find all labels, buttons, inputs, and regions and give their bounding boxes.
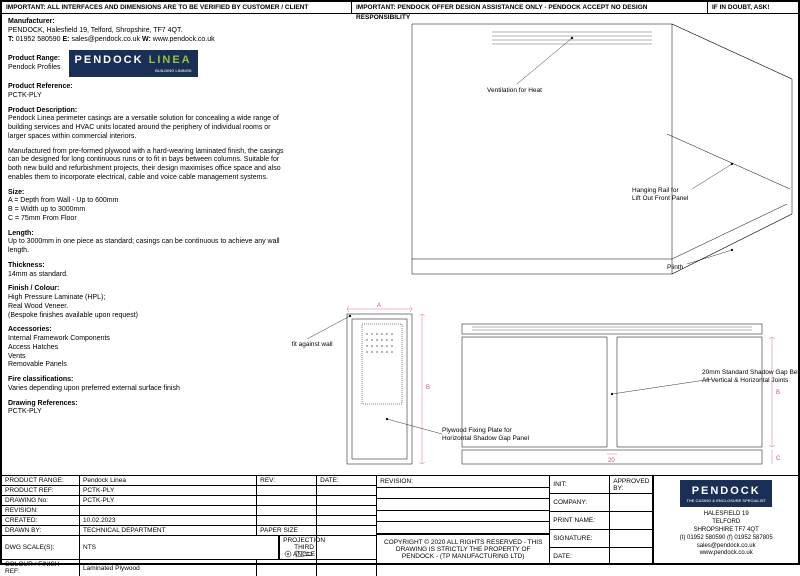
titleblock-right: INIT:APPROVED BY: COMPANY: PRINT NAME: S… xyxy=(550,476,653,565)
pendock-logo: PENDOCK THE CASING & ENCLOSURE SPECIALIS… xyxy=(680,480,772,507)
fin-heading: Finish / Colour: xyxy=(8,285,59,292)
anno-cchannel: C Channel to fit against wall xyxy=(292,341,333,348)
title-block: PRODUCT RANGE:Pendock LineaREV:DATE: PRO… xyxy=(2,475,798,565)
dim-20: 20 xyxy=(608,458,615,464)
acc-heading: Accessories: xyxy=(8,326,52,333)
anno-shadow: 20mm Standard Shadow Gap BetweenAll Vert… xyxy=(702,369,798,384)
desc-heading: Product Description: xyxy=(8,107,77,114)
range-heading: Product Range: xyxy=(8,55,60,62)
mfr-addr: PENDOCK, Halesfield 19, Telford, Shropsh… xyxy=(8,27,182,34)
spec-column: Manufacturer: PENDOCK, Halesfield 19, Te… xyxy=(2,14,292,475)
projection-symbol: PROJECTION THIRD ANGLE xyxy=(279,536,317,559)
mfr-heading: Manufacturer: xyxy=(8,18,55,25)
desc-p1: Pendock Linea perimeter casings are a ve… xyxy=(8,115,279,140)
pendock-linea-logo: PENDOCK LINEA BUILDING LININGS xyxy=(69,50,198,77)
titleblock-left: PRODUCT RANGE:Pendock LineaREV:DATE: PRO… xyxy=(2,476,377,565)
anno-vent: Ventilation for Heat xyxy=(487,87,542,94)
drawing-area: Ventilation for Heat Hanging Rail forLif… xyxy=(292,14,798,475)
copyright-text: COPYRIGHT © 2020 ALL RIGHTS RESERVED - T… xyxy=(377,534,550,566)
range-value: Pendock Profiles xyxy=(8,64,61,71)
titleblock-mid: REVISION: COPYRIGHT © 2020 ALL RIGHTS RE… xyxy=(377,476,550,565)
len-heading: Length: xyxy=(8,230,34,237)
thk-heading: Thickness: xyxy=(8,262,45,269)
technical-drawing-svg: Ventilation for Heat Hanging Rail forLif… xyxy=(292,14,798,475)
anno-plate: Plywood Fixing Plate forHorizontal Shado… xyxy=(442,427,530,442)
size-heading: Size: xyxy=(8,189,24,196)
dim-c: C xyxy=(776,456,781,462)
topbar-left: IMPORTANT: ALL INTERFACES AND DIMENSIONS… xyxy=(2,2,352,13)
top-warning-bar: IMPORTANT: ALL INTERFACES AND DIMENSIONS… xyxy=(2,2,798,14)
dim-b2: B xyxy=(776,390,780,396)
ref-heading: Product Reference: xyxy=(8,83,73,90)
dim-a: A xyxy=(377,303,381,309)
dref-heading: Drawing References: xyxy=(8,400,78,407)
topbar-right: IF IN DOUBT, ASK! xyxy=(708,2,798,13)
anno-rail: Hanging Rail forLift Out Front Panel xyxy=(632,187,689,202)
titleblock-logo: PENDOCK THE CASING & ENCLOSURE SPECIALIS… xyxy=(653,476,798,565)
content-area: Manufacturer: PENDOCK, Halesfield 19, Te… xyxy=(2,14,798,475)
desc-p2: Manufactured from pre-formed plywood wit… xyxy=(8,148,286,183)
topbar-mid: IMPORTANT: PENDOCK OFFER DESIGN ASSISTAN… xyxy=(352,2,708,13)
anno-plinth: Plinth xyxy=(667,264,684,271)
fire-heading: Fire classifications: xyxy=(8,376,73,383)
dim-b: B xyxy=(426,385,430,391)
ref-value: PCTK-PLY xyxy=(8,92,42,99)
drawing-sheet: IMPORTANT: ALL INTERFACES AND DIMENSIONS… xyxy=(0,0,800,565)
